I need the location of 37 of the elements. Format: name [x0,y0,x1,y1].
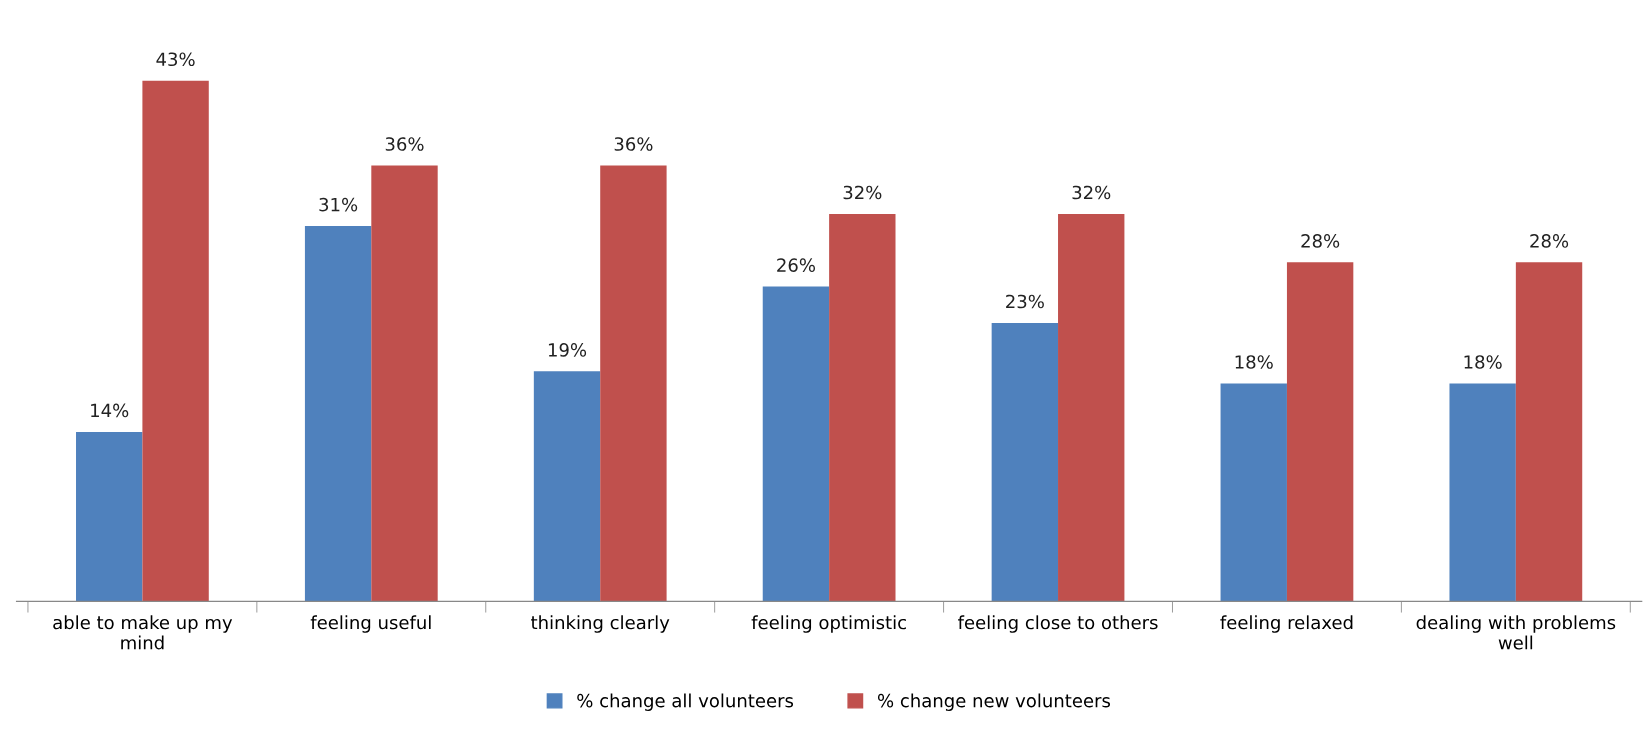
data-label: 32% [1072,185,1111,200]
x-tick-label: dealing with problems well [1416,615,1616,650]
bar [1286,262,1354,602]
bar [829,213,896,602]
bar [1515,262,1583,602]
x-tick-label: able to make up my mind [53,615,233,650]
data-label: 14% [91,403,129,418]
data-label: 28% [1301,234,1340,248]
data-label: 31% [319,197,358,212]
bar [304,226,372,602]
x-tick-label: feeling close to others [958,615,1158,633]
data-label: 26% [777,258,815,272]
bar [1058,213,1125,602]
bar [991,322,1059,602]
data-label: 43% [156,52,195,67]
x-tick-label: feeling useful [310,615,431,633]
bar [1220,383,1287,602]
data-label: 18% [1235,355,1273,369]
bar [142,80,209,602]
bar [600,165,667,602]
bar [76,431,143,602]
x-tick-label: feeling relaxed [1220,615,1353,633]
x-tick-label: feeling optimistic [751,615,906,633]
data-label: 19% [548,343,587,357]
bar [762,286,830,602]
legend-label: % change all volunteers [577,693,794,711]
data-label: 23% [1006,294,1044,309]
data-label: 36% [385,137,424,151]
data-label: 18% [1464,355,1502,369]
x-tick-label: thinking clearly [531,615,670,633]
legend-label: % change new volunteers [877,693,1111,711]
data-label: 28% [1530,234,1569,248]
bar [533,371,601,602]
bar [1449,383,1516,602]
data-label: 36% [614,137,653,151]
data-label: 32% [843,185,882,200]
bar [371,165,438,602]
